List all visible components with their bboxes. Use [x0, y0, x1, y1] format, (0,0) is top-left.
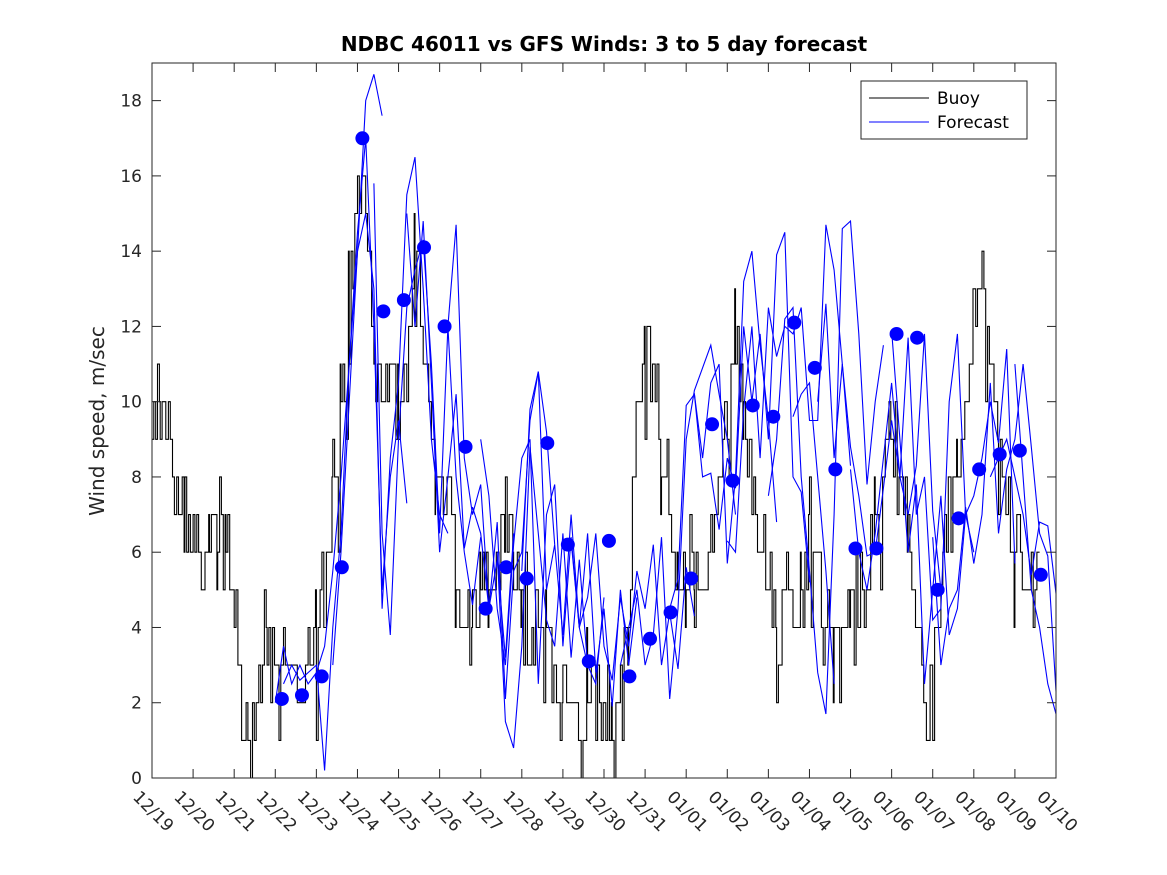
legend-buoy-label: Buoy: [937, 89, 980, 109]
forecast-marker: [992, 447, 1007, 462]
forecast-run-line-19: [891, 330, 1016, 684]
forecast-run-line-11: [619, 343, 737, 700]
legend: Buoy Forecast: [860, 80, 1028, 140]
forecast-marker: [376, 304, 391, 319]
plot-area: [152, 63, 1057, 779]
y-tick-label: 14: [120, 242, 142, 262]
forecast-marker: [417, 240, 432, 255]
y-tick-label: 0: [131, 769, 142, 789]
forecast-run-line-14: [726, 224, 852, 554]
legend-forecast-label: Forecast: [937, 113, 1009, 133]
forecast-marker: [274, 691, 289, 706]
forecast-marker: [869, 541, 884, 556]
y-tick-label: 4: [131, 618, 142, 638]
forecast-marker: [787, 315, 802, 330]
forecast-marker: [807, 360, 822, 375]
y-tick-label: 8: [131, 468, 142, 488]
forecast-marker: [437, 319, 452, 334]
forecast-marker: [910, 330, 925, 345]
forecast-run-line-3: [332, 156, 449, 666]
forecast-run-line-17: [817, 303, 942, 590]
forecast-marker: [889, 326, 904, 341]
forecast-marker: [294, 688, 309, 703]
forecast-marker: [930, 582, 945, 597]
forecast-marker: [684, 571, 699, 586]
y-tick-label: 10: [120, 393, 142, 413]
y-tick-label: 18: [120, 92, 142, 112]
forecast-marker: [540, 436, 555, 451]
forecast-marker: [458, 439, 473, 454]
forecast-run-line-12: [669, 251, 778, 609]
forecast-run-line-7: [480, 439, 589, 684]
forecast-run-line-18: [849, 333, 975, 622]
forecast-marker: [828, 462, 843, 477]
y-tick-label: 12: [120, 317, 142, 337]
y-tick-label: 16: [120, 167, 142, 187]
forecast-marker: [478, 601, 493, 616]
y-tick-label: 2: [131, 694, 142, 714]
forecast-run-line-1: [274, 74, 383, 703]
forecast-marker: [1033, 567, 1048, 582]
forecast-marker: [499, 560, 514, 575]
forecast-marker: [355, 131, 370, 146]
forecast-run-line-22: [1014, 364, 1057, 715]
forecast-run-line-16: [792, 381, 835, 684]
forecast-marker: [766, 409, 781, 424]
forecast-marker: [848, 541, 863, 556]
forecast-marker: [581, 654, 596, 669]
chart-title: NDBC 46011 vs GFS Winds: 3 to 5 day fore…: [341, 32, 868, 56]
forecast-marker: [1012, 443, 1027, 458]
y-axis-label: Wind speed, m/sec: [85, 326, 109, 516]
forecast-run-line-8: [496, 446, 605, 749]
y-tick-label: 6: [131, 543, 142, 563]
forecast-marker: [972, 462, 987, 477]
forecast-marker: [396, 293, 411, 308]
forecast-marker: [951, 511, 966, 526]
legend-box: [860, 80, 1028, 140]
forecast-marker: [601, 533, 616, 548]
forecast-marker: [663, 605, 678, 620]
forecast-run-line-15: [767, 219, 884, 715]
forecast-marker: [745, 398, 760, 413]
forecast-marker: [334, 560, 349, 575]
forecast-marker: [519, 571, 534, 586]
forecast-marker: [314, 669, 329, 684]
forecast-marker: [725, 473, 740, 488]
forecast-marker: [622, 669, 637, 684]
forecast-marker: [705, 417, 720, 432]
plot-background: [152, 63, 1056, 778]
forecast-marker: [643, 631, 658, 646]
forecast-marker: [560, 537, 575, 552]
